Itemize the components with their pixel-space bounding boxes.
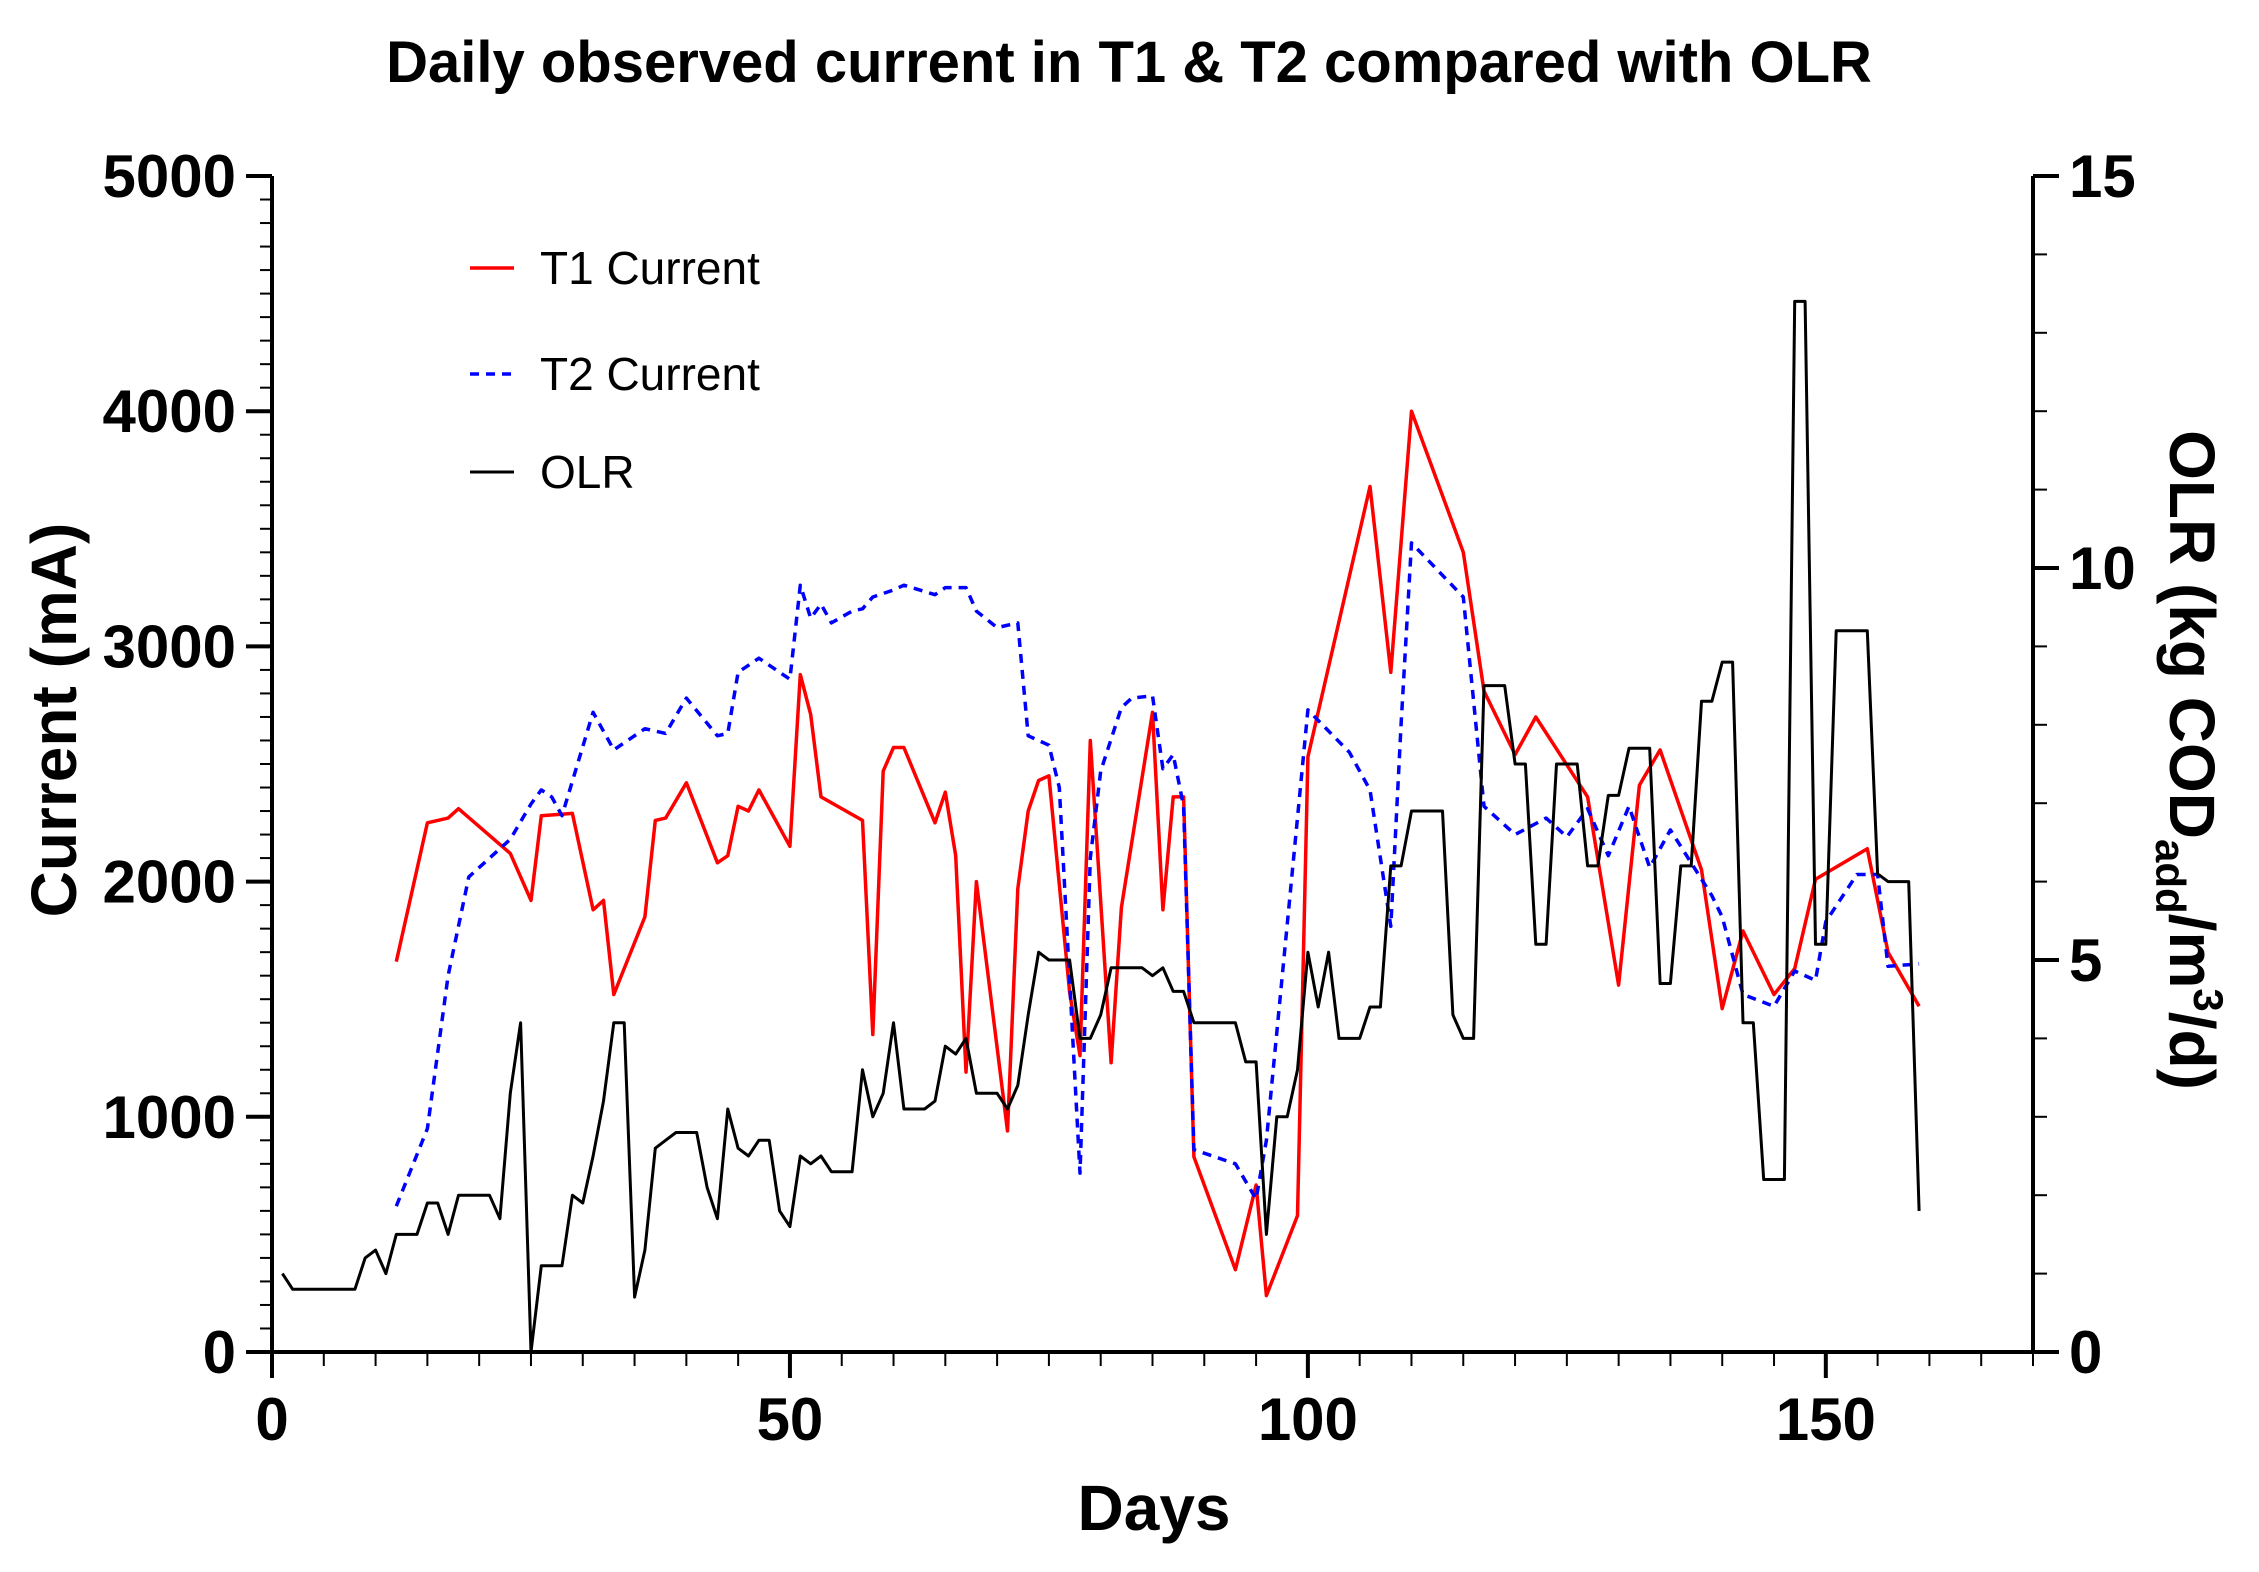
x-tick-label: 100 bbox=[1258, 1386, 1358, 1453]
y2-tick-label: 0 bbox=[2069, 1319, 2102, 1386]
legend-label-olr: OLR bbox=[540, 446, 635, 498]
bottom-axis: 0 50 100 150 bbox=[255, 1350, 2034, 1453]
y2-tick-label: 15 bbox=[2069, 143, 2136, 210]
y-tick-label: 1000 bbox=[103, 1084, 236, 1151]
legend-item-t1: T1 Current bbox=[470, 242, 760, 294]
legend: T1 Current T2 Current OLR bbox=[470, 242, 760, 498]
legend-item-t2: T2 Current bbox=[470, 348, 760, 400]
y-tick-label: 5000 bbox=[103, 143, 236, 210]
x-tick-label: 50 bbox=[757, 1386, 824, 1453]
y-tick-label: 0 bbox=[203, 1319, 236, 1386]
y-tick-label: 2000 bbox=[103, 849, 236, 916]
y2-axis-label: OLR (kg CODadd/m3/d) bbox=[2147, 430, 2232, 1090]
x-tick-label: 0 bbox=[255, 1386, 288, 1453]
legend-item-olr: OLR bbox=[470, 446, 635, 498]
legend-label-t1: T1 Current bbox=[540, 242, 760, 294]
series-t2-current bbox=[394, 541, 1920, 1207]
legend-label-t2: T2 Current bbox=[540, 348, 760, 400]
left-axis: 0 1000 2000 3000 4000 5000 bbox=[103, 143, 274, 1386]
y2-tick-label: 10 bbox=[2069, 535, 2136, 602]
y-tick-label: 3000 bbox=[103, 613, 236, 680]
series-olr bbox=[281, 299, 1921, 1354]
plot-area bbox=[281, 299, 1921, 1354]
chart-title: Daily observed current in T1 & T2 compar… bbox=[386, 30, 1872, 95]
y-axis-label: Current (mA) bbox=[18, 523, 90, 918]
x-axis-label: Days bbox=[1078, 1472, 1231, 1544]
x-tick-label: 150 bbox=[1776, 1386, 1876, 1453]
right-axis: 0 5 10 15 bbox=[2031, 143, 2136, 1386]
y2-tick-label: 5 bbox=[2069, 927, 2102, 994]
y-tick-label: 4000 bbox=[103, 378, 236, 445]
